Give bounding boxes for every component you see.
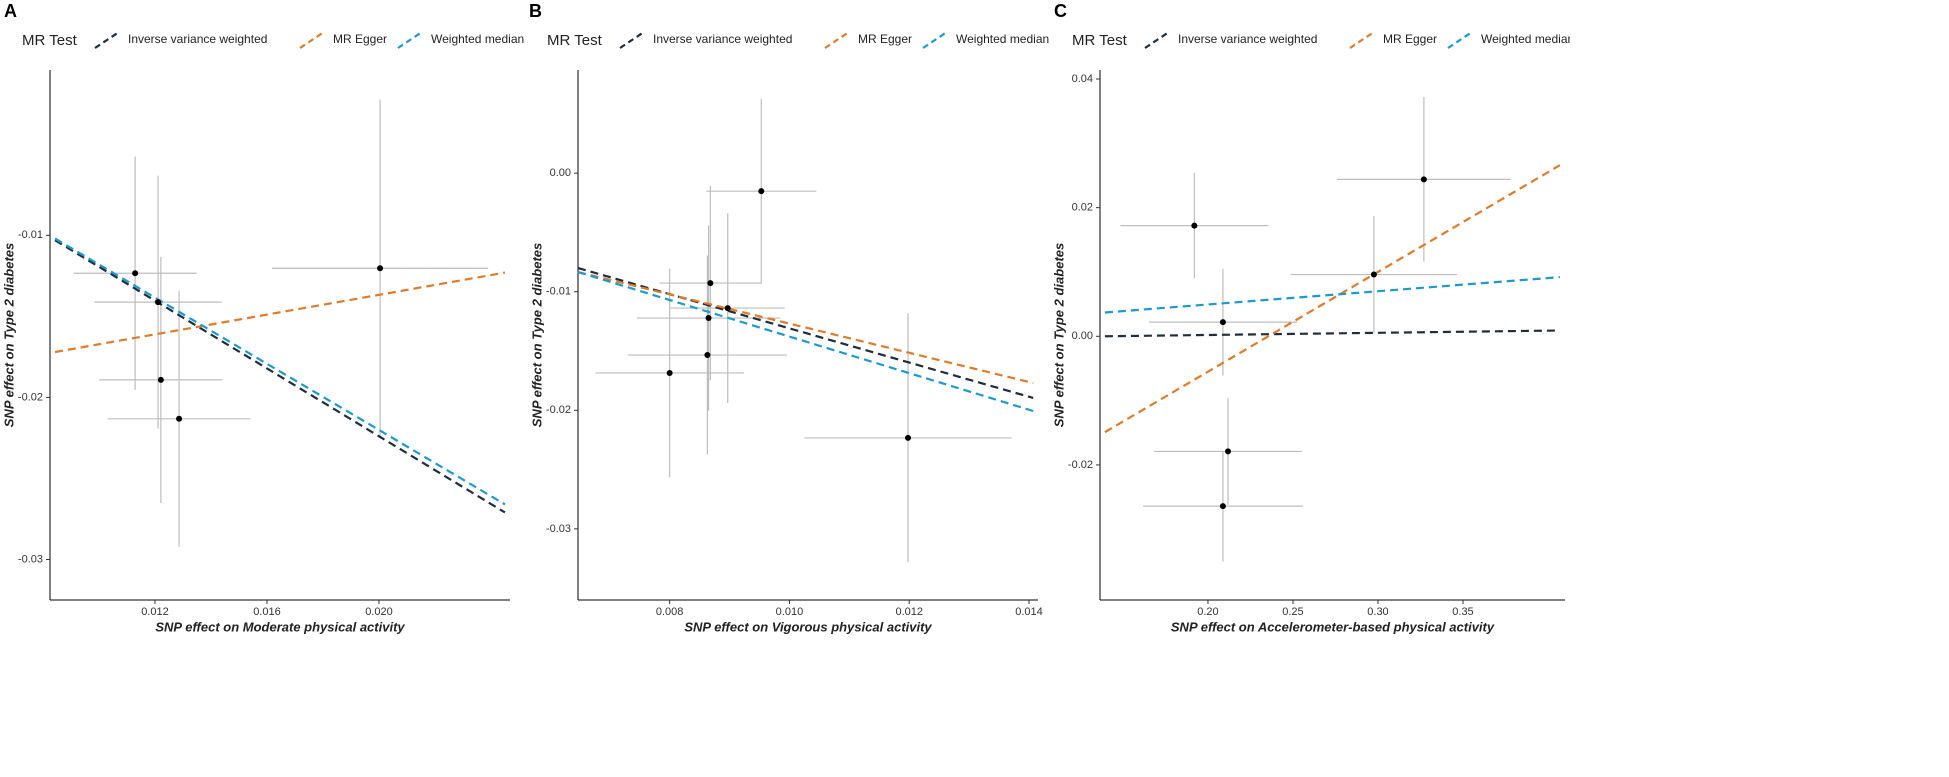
- y-tick-label: -0.02: [18, 391, 43, 403]
- y-tick-label: 0.04: [1072, 73, 1093, 85]
- legend-label: MR Egger: [858, 32, 912, 46]
- y-axis-title: SNP effect on Type 2 diabetes: [1051, 243, 1066, 427]
- mr-line: [1104, 329, 1560, 338]
- legend-key: [824, 31, 850, 49]
- legend-key: [619, 31, 645, 49]
- y-axis-title: SNP effect on Type 2 diabetes: [529, 243, 544, 427]
- x-axis-title: SNP effect on Accelerometer-based physic…: [1171, 619, 1495, 634]
- x-tick-label: 0.012: [141, 606, 169, 618]
- panel: 0.00 -0.01 -0.02 -0.03 0.008 0.010 0.012 0.014 S…: [529, 1, 1049, 635]
- x-tick-label: 0.008: [656, 606, 684, 618]
- point: [666, 369, 673, 376]
- y-tick-label: -0.01: [18, 229, 43, 241]
- x-axis-title: SNP effect on Moderate physical activity: [155, 619, 405, 634]
- point: [758, 188, 765, 195]
- x-tick-label: 0.25: [1282, 606, 1303, 618]
- y-axis-title: SNP effect on Type 2 diabetes: [1, 243, 16, 427]
- y-tick-label: -0.02: [1068, 459, 1093, 471]
- point: [155, 299, 162, 306]
- legend-label: Inverse variance weighted: [653, 32, 792, 46]
- legend-key: [1349, 31, 1375, 49]
- point: [705, 315, 712, 322]
- y-tick-label: 0.00: [550, 167, 571, 179]
- x-tick-label: 0.012: [895, 606, 923, 618]
- point: [132, 270, 139, 277]
- mr-line: [54, 237, 506, 506]
- x-tick-label: 0.30: [1367, 606, 1388, 618]
- legend-key: [1447, 31, 1473, 49]
- legend-key: [397, 31, 423, 49]
- y-tick-label: -0.02: [546, 404, 571, 416]
- panel-label: C: [1054, 1, 1067, 21]
- legend-label: Weighted median: [431, 32, 524, 46]
- point: [724, 305, 731, 312]
- x-tick-label: 0.014: [1015, 606, 1043, 618]
- mr-line: [54, 239, 506, 514]
- y-tick-label: 0.02: [1072, 202, 1093, 214]
- x-tick-label: 0.016: [253, 606, 281, 618]
- point: [176, 415, 183, 422]
- point: [1191, 222, 1198, 229]
- x-tick-label: 0.020: [365, 606, 393, 618]
- mr-line: [1104, 164, 1561, 434]
- legend-label: Inverse variance weighted: [1178, 32, 1317, 46]
- legend-label: MR Egger: [333, 32, 387, 46]
- legend-key: [94, 31, 120, 49]
- legend-title: MR Test: [1072, 32, 1128, 49]
- mr-line: [577, 270, 1034, 413]
- x-tick-label: 0.35: [1452, 606, 1473, 618]
- mr-line: [54, 271, 506, 354]
- panel-label: A: [4, 1, 17, 21]
- y-tick-label: -0.01: [546, 286, 571, 298]
- point: [1225, 448, 1232, 455]
- legend-key: [299, 31, 325, 49]
- point: [707, 280, 714, 287]
- legend-label: MR Egger: [1383, 32, 1437, 46]
- legend-key: [922, 31, 948, 49]
- legend-label: Inverse variance weighted: [128, 32, 267, 46]
- legend-title: MR Test: [22, 32, 78, 49]
- y-tick-label: -0.03: [18, 553, 43, 565]
- panel-label: B: [529, 1, 542, 21]
- legend-title: MR Test: [547, 32, 603, 49]
- point: [1219, 503, 1226, 510]
- mr-line: [577, 270, 1034, 385]
- point: [704, 352, 711, 359]
- point: [377, 265, 384, 272]
- point: [1219, 319, 1226, 326]
- y-tick-label: -0.03: [546, 523, 571, 535]
- point: [905, 434, 912, 441]
- legend-label: Weighted median: [956, 32, 1049, 46]
- mr-line: [577, 266, 1034, 400]
- mr-line: [1104, 276, 1560, 314]
- x-axis-title: SNP effect on Vigorous physical activity: [684, 619, 932, 634]
- legend-key: [1144, 31, 1170, 49]
- point: [1370, 271, 1377, 278]
- point: [1420, 176, 1427, 183]
- x-tick-label: 0.20: [1197, 606, 1218, 618]
- legend-label: Weighted median: [1481, 32, 1574, 46]
- y-tick-label: 0.00: [1072, 330, 1093, 342]
- point: [157, 376, 164, 383]
- x-tick-label: 0.010: [776, 606, 804, 618]
